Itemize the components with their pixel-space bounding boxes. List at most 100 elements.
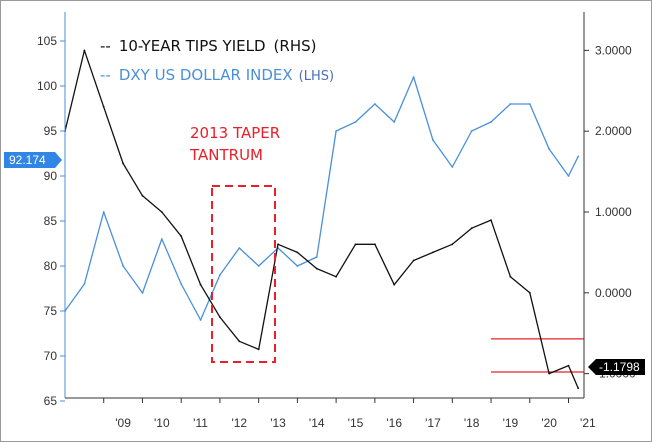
tips-series-point [354,243,357,246]
dxy-series-point [548,148,550,150]
legend-dxy-suffix: (LHS) [299,69,334,84]
x-tick-label: '11 [193,416,208,430]
tips-series-point [296,251,299,254]
x-tick-label: '18 [464,416,480,430]
x-tick-label: '21 [580,416,596,430]
tips-series-point [577,387,580,390]
legend-tips: -- 10-YEAR TIPS YIELD (RHS) [100,37,316,55]
last-value-badge-left: 92.174 [4,152,62,168]
left-tick-label: 85 [44,214,58,228]
dxy-series-point [470,130,473,132]
dxy-series-point [451,166,454,168]
dxy-series-point [374,103,376,105]
tips-series-point [160,211,163,213]
dxy-series-point [567,175,570,177]
left-tick-label: 95 [44,124,58,138]
legend-tips-dash: -- [100,37,111,55]
tips-series-point [451,243,454,246]
dxy-series-point [257,265,260,267]
dxy-series-point [102,211,105,213]
dxy-series-point [180,283,183,285]
reference-lines [491,338,584,373]
tips-series-point [548,372,550,375]
right-tick-label: 2.0000 [595,124,632,138]
tips-series-point [257,348,260,351]
axes [64,12,585,399]
last-value-left: 92.174 [9,153,46,167]
dxy-series-point [315,256,318,258]
tips-series-point [199,283,202,286]
left-tick-label: 105 [37,34,57,48]
tips-series-point [432,251,434,254]
tips-series-point [315,267,318,270]
right-tick-label: 0.0000 [595,286,632,300]
dxy-series-point [83,283,86,285]
tips-series-point [509,275,512,278]
tips-series-point [238,340,241,343]
tips-series-point [141,194,144,197]
x-tick-label: '16 [386,416,402,430]
dxy-series-line [64,76,579,321]
last-value-badge-right: -1.1798 [588,359,645,375]
dxy-series-point [199,319,202,321]
tips-series-point [277,243,279,246]
tips-series-point [374,243,376,246]
tips-series-point [393,283,396,286]
left-tick-label: 80 [44,259,58,273]
dxy-series-point [509,103,512,105]
dxy-series-point [238,247,241,249]
right-tick-label: 1.0000 [595,205,632,219]
tips-series-point [470,227,473,230]
tips-series-point [490,219,492,222]
legend: -- 10-YEAR TIPS YIELD (RHS) -- DXY US DOLLA… [100,37,334,84]
tips-series-point [83,49,86,52]
tips-series-point [335,275,337,278]
x-tick-label: '10 [154,416,170,430]
left-tick-label: 70 [44,349,58,363]
tick-labels: 65707580859095100105-1.00000.00001.00002… [37,34,636,430]
x-tick-label: '09 [115,416,131,430]
annotation-line-2: TANTRUM [189,146,263,164]
left-tick-label: 65 [44,394,58,408]
x-tick-label: '17 [425,416,441,430]
dxy-series-point [528,103,531,105]
tips-series-point [567,364,570,367]
dxy-series-point [219,274,221,276]
tips-series-point [412,259,415,262]
dxy-series-point [577,155,580,158]
right-tick-label: 3.0000 [595,43,632,57]
x-tick-label: '19 [503,416,519,430]
legend-dxy-dash: -- [100,66,111,84]
dxy-series-point [412,76,415,78]
tips-series-point [102,106,105,108]
dxy-series-point [393,121,396,123]
dxy-series-point [296,265,299,267]
tips-series-point [528,291,531,294]
legend-dxy-label: DXY US DOLLAR INDEX [119,66,293,84]
legend-tips-label: 10-YEAR TIPS YIELD [119,37,266,55]
taper-tantrum-box [211,185,276,363]
tips-series-point [122,162,124,165]
left-tick-label: 90 [44,169,58,183]
dxy-series-point [432,139,434,141]
legend-tips-suffix: (RHS) [274,37,317,55]
x-tick-label: '12 [231,416,247,430]
legend-dxy: -- DXY US DOLLAR INDEX (LHS) [100,66,334,84]
dxy-series-point [354,121,357,123]
x-tick-label: '15 [348,416,364,430]
annotation-line-1: 2013 TAPER [190,124,280,142]
x-tick-label: '13 [270,416,286,430]
left-tick-label: 100 [37,79,57,93]
tips-series-point [219,316,221,318]
dxy-series-point [335,130,337,132]
series-layer [64,49,580,390]
dxy-series-point [160,238,163,240]
tips-series-line [64,49,579,389]
dxy-series-point [141,292,144,294]
dxy-series-point [490,121,492,123]
left-tick-label: 75 [44,304,58,318]
tips-series-point [180,235,183,238]
last-value-right: -1.1798 [599,360,640,374]
x-tick-label: '14 [309,416,325,430]
